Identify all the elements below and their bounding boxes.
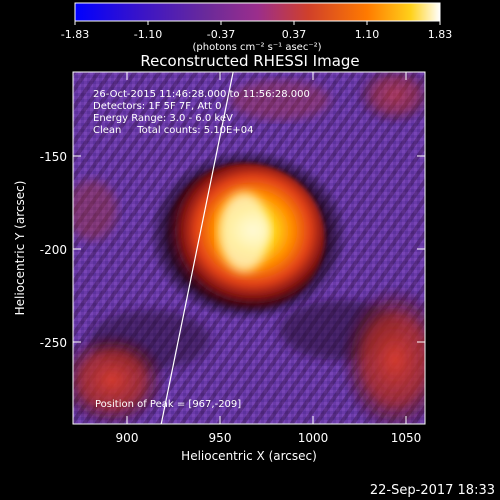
footer-timestamp: 22-Sep-2017 18:33 — [370, 483, 495, 498]
colorbar-tick-label: 1.10 — [355, 28, 380, 41]
flare-core — [219, 192, 269, 272]
solar-limb-line — [160, 72, 234, 424]
emission-region — [355, 72, 425, 125]
time-range-text: 26-Oct-2015 11:46:28.000 to 11:56:28.000 — [93, 89, 310, 100]
x-axis: 900 950 1000 1050 Heliocentric X (arcsec… — [116, 72, 422, 463]
clean-counts-text: Clean Total counts: 5.10E+04 — [93, 125, 253, 136]
colorbar-unit-label: (photons cm⁻² s⁻¹ asec⁻²) — [192, 42, 321, 53]
colorbar-tick-label: -1.10 — [134, 28, 162, 41]
peak-position-text: Position of Peak = [967,-209] — [95, 399, 241, 410]
solar-image — [73, 72, 425, 424]
y-tick-label: -250 — [40, 336, 67, 350]
x-tick-label: 900 — [116, 431, 139, 445]
emission-region — [73, 332, 167, 424]
colorbar-ticks — [74, 21, 441, 25]
emission-region — [73, 180, 117, 240]
detectors-text: Detectors: 1F 5F 7F, Att 0 — [93, 101, 221, 112]
x-axis-label: Heliocentric X (arcsec) — [181, 449, 317, 463]
emission-region — [340, 285, 425, 424]
plot-title: Reconstructed RHESSI Image — [140, 52, 359, 70]
emission-region — [230, 80, 330, 120]
colorbar-gradient — [74, 2, 441, 22]
colorbar-tick-label: 1.83 — [428, 28, 453, 41]
y-tick-label: -200 — [40, 243, 67, 257]
colorbar-tick-label: -1.83 — [61, 28, 89, 41]
x-tick-label: 1050 — [391, 431, 422, 445]
colorbar: -1.83 -1.10 -0.37 0.37 1.10 1.83 (photon… — [61, 2, 453, 53]
colorbar-tick-label: 0.37 — [282, 28, 307, 41]
plot-frame — [72, 71, 426, 425]
y-axis-label: Heliocentric Y (arcsec) — [13, 181, 27, 316]
y-tick-label: -150 — [40, 150, 67, 164]
x-tick-label: 1000 — [298, 431, 329, 445]
colorbar-tick-label: -0.37 — [207, 28, 235, 41]
energy-range-text: Energy Range: 3.0 - 6.0 keV — [93, 113, 233, 124]
x-tick-label: 950 — [209, 431, 232, 445]
y-axis: -150 -200 -250 Heliocentric Y (arcsec) — [13, 150, 425, 350]
